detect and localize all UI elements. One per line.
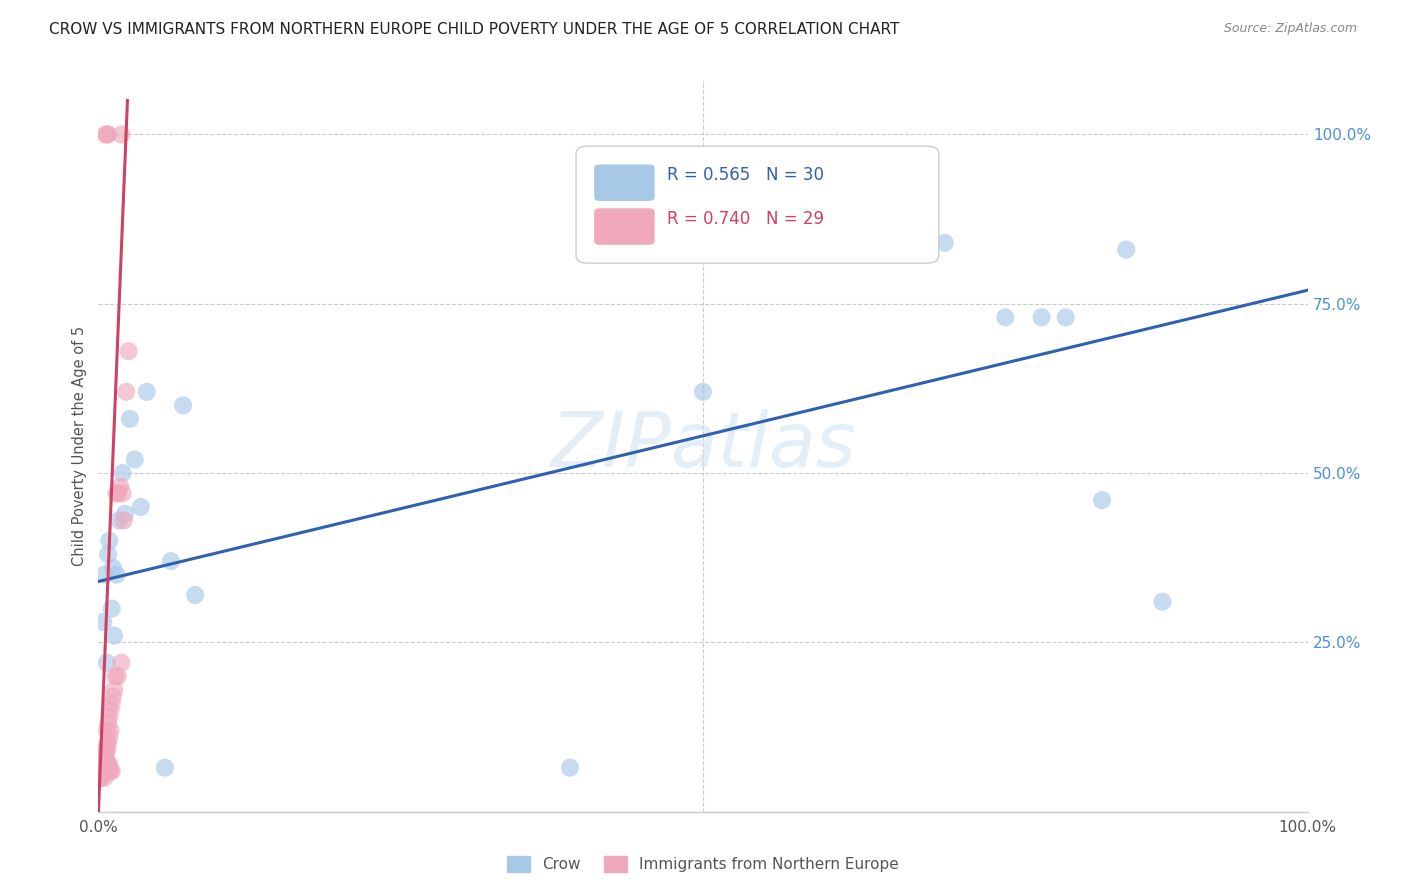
Point: [101, 561, 124, 575]
Text: R = 0.740   N = 29: R = 0.740 N = 29: [666, 211, 824, 228]
Point: [100, 723, 122, 738]
Point: [93, 764, 115, 778]
Point: [98, 757, 121, 772]
Point: [172, 398, 194, 412]
Point: [90, 771, 112, 785]
Point: [98, 730, 121, 744]
Point: [91, 757, 114, 772]
Point: [124, 452, 146, 467]
Point: [98, 764, 121, 778]
Point: [89, 771, 111, 785]
Point: [100, 601, 122, 615]
Point: [153, 761, 176, 775]
Point: [135, 384, 157, 399]
Point: [692, 384, 714, 399]
Text: ZIPatlas: ZIPatlas: [550, 409, 856, 483]
Point: [94, 757, 117, 772]
Point: [104, 669, 127, 683]
Point: [96, 744, 118, 758]
Point: [97, 737, 120, 751]
Point: [1091, 493, 1114, 508]
Point: [103, 682, 125, 697]
Text: Source: ZipAtlas.com: Source: ZipAtlas.com: [1223, 22, 1357, 36]
Point: [112, 514, 135, 528]
Point: [93, 567, 115, 582]
Point: [1054, 310, 1077, 325]
Point: [96, 737, 118, 751]
Point: [107, 669, 129, 683]
Point: [91, 764, 114, 778]
Point: [1152, 595, 1174, 609]
Point: [94, 744, 117, 758]
Point: [97, 716, 120, 731]
Point: [100, 764, 122, 778]
Point: [97, 547, 120, 561]
Y-axis label: Child Poverty Under the Age of 5: Child Poverty Under the Age of 5: [72, 326, 87, 566]
Point: [114, 507, 136, 521]
Point: [98, 710, 121, 724]
Point: [91, 615, 114, 629]
Point: [111, 486, 134, 500]
Point: [97, 757, 120, 772]
Point: [107, 486, 129, 500]
Point: [129, 500, 152, 514]
Point: [558, 761, 581, 775]
Point: [934, 235, 956, 250]
Point: [96, 128, 118, 142]
FancyBboxPatch shape: [576, 146, 939, 263]
Point: [97, 128, 120, 142]
Point: [91, 757, 114, 772]
Point: [1031, 310, 1053, 325]
Point: [93, 757, 115, 772]
Point: [94, 750, 117, 764]
Point: [96, 723, 118, 738]
Point: [96, 757, 118, 772]
Point: [1115, 243, 1137, 257]
Point: [110, 128, 132, 142]
Point: [91, 750, 114, 764]
Point: [184, 588, 207, 602]
Text: CROW VS IMMIGRANTS FROM NORTHERN EUROPE CHILD POVERTY UNDER THE AGE OF 5 CORRELA: CROW VS IMMIGRANTS FROM NORTHERN EUROPE …: [49, 22, 900, 37]
Point: [111, 466, 134, 480]
Point: [103, 629, 125, 643]
Point: [994, 310, 1017, 325]
Point: [100, 703, 122, 717]
Point: [118, 412, 141, 426]
Point: [110, 656, 132, 670]
Point: [96, 656, 118, 670]
Point: [97, 764, 120, 778]
Point: [105, 486, 128, 500]
Point: [93, 771, 115, 785]
Point: [105, 567, 128, 582]
Point: [93, 757, 115, 772]
Point: [94, 128, 117, 142]
Point: [108, 514, 131, 528]
Point: [96, 764, 118, 778]
Point: [160, 554, 183, 568]
FancyBboxPatch shape: [595, 164, 655, 201]
Point: [101, 690, 124, 704]
Point: [94, 764, 117, 778]
Point: [118, 344, 141, 359]
Point: [100, 697, 122, 711]
FancyBboxPatch shape: [595, 208, 655, 244]
Point: [108, 480, 131, 494]
Point: [98, 533, 121, 548]
Point: [91, 764, 114, 778]
Point: [873, 209, 896, 223]
Text: R = 0.565   N = 30: R = 0.565 N = 30: [666, 167, 824, 185]
Point: [115, 384, 138, 399]
Legend: Crow, Immigrants from Northern Europe: Crow, Immigrants from Northern Europe: [499, 848, 907, 880]
Point: [100, 764, 122, 778]
